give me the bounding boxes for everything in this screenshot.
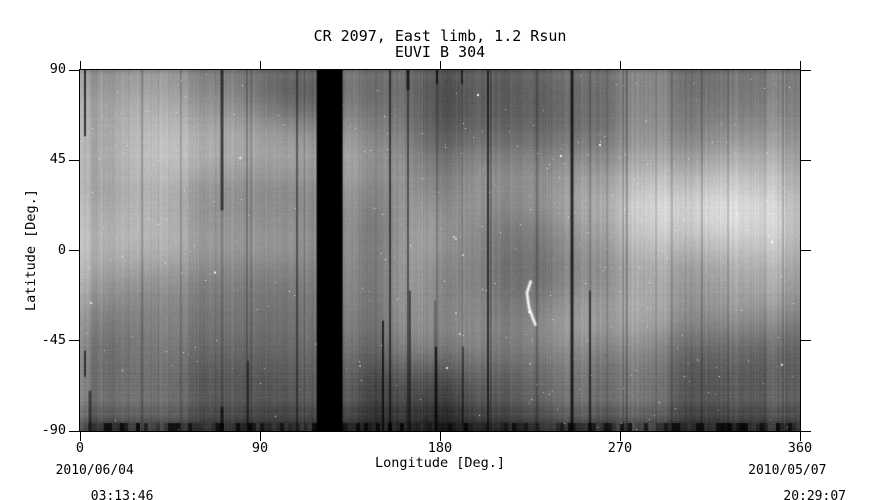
y-axis-tick-label: 0 [57, 241, 66, 258]
y-axis-tick-label: 45 [49, 151, 66, 168]
left-date: 2010/06/04 [55, 463, 134, 478]
chart-title: CR 2097, East limb, 1.2 Rsun [313, 27, 567, 45]
x-axis-tick-label: 360 [787, 440, 813, 456]
x-axis-title: Longitude [Deg.] [374, 455, 506, 471]
y-axis-tick-label: -90 [41, 422, 66, 438]
y-axis-tick-label: 90 [49, 61, 66, 77]
x-axis-tick-label: 90 [251, 440, 269, 456]
chart-subtitle: EUVI B 304 [394, 43, 486, 61]
left-datestamp: 2010/06/04 03:13:46 [36, 463, 154, 500]
y-axis-tick-left [69, 250, 79, 251]
x-axis-tick-bottom [439, 432, 441, 441]
x-axis-tick-top [439, 61, 441, 70]
right-datestamp: 2010/05/07 20:29:07 [729, 464, 846, 500]
right-time: 20:29:07 [783, 489, 846, 500]
y-axis-tick-right [801, 430, 811, 432]
left-time: 03:13:46 [90, 489, 154, 500]
x-axis-tick-top [799, 61, 801, 70]
x-axis-tick-bottom [259, 432, 261, 441]
y-axis-tick-right [801, 250, 811, 251]
y-axis-tick-right [801, 340, 811, 342]
x-axis-tick-top [79, 61, 81, 70]
x-axis-tick-label: 0 [75, 440, 85, 456]
x-axis-tick-bottom [79, 432, 81, 441]
x-axis-tick-bottom [619, 432, 621, 441]
plot-frame [79, 69, 801, 432]
x-axis-tick-top [619, 61, 621, 70]
synoptic-map-image [80, 70, 800, 431]
y-axis-tick-label: -45 [41, 331, 66, 348]
x-axis-tick-top [259, 61, 261, 70]
x-axis-tick-bottom [799, 432, 801, 441]
y-axis-tick-left [69, 340, 79, 342]
right-date: 2010/05/07 [748, 463, 827, 478]
x-axis-tick-label: 180 [427, 440, 453, 456]
x-axis-tick-label: 270 [607, 440, 633, 456]
y-axis-tick-right [801, 69, 811, 71]
y-axis-tick-left [69, 430, 79, 432]
y-axis-tick-right [801, 159, 811, 161]
y-axis-tick-left [69, 69, 79, 71]
y-axis-tick-left [69, 159, 79, 161]
